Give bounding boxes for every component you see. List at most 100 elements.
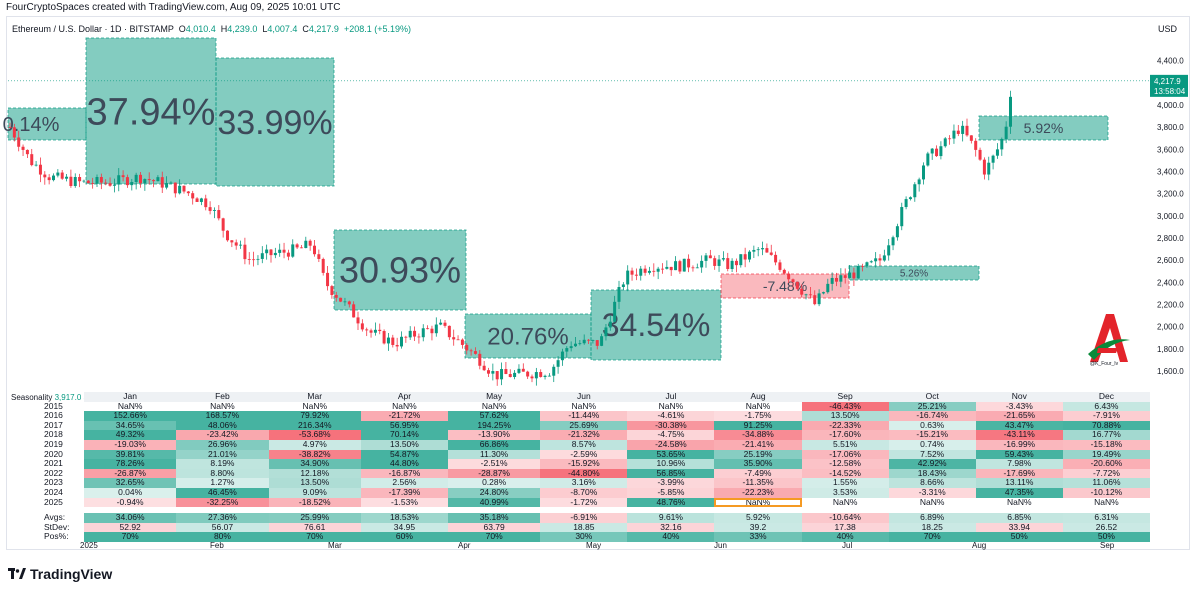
open-value: 4,010.4 xyxy=(185,24,216,34)
seasonality-cell: NaN% xyxy=(888,497,976,508)
candle-body xyxy=(473,351,477,354)
candle-body xyxy=(169,182,173,184)
candle-body xyxy=(530,376,534,379)
price-tick-label[interactable]: 2,800.0 xyxy=(1157,234,1184,243)
time-tick-label[interactable]: Mar xyxy=(328,541,342,550)
candle-body xyxy=(839,275,843,282)
candle-body xyxy=(217,210,221,219)
candle-body xyxy=(317,254,321,259)
seasonality-cell: 70% xyxy=(268,532,361,542)
seasonality-cell: 39.81% xyxy=(84,449,177,460)
time-tick-label[interactable]: Jul xyxy=(842,541,852,550)
candle-body xyxy=(634,274,638,276)
candle-body xyxy=(134,174,138,183)
seasonality-cell: 11.30% xyxy=(447,449,541,460)
price-tick-label[interactable]: 3,600.0 xyxy=(1157,145,1184,154)
symbol-name[interactable]: Ethereum / U.S. Dollar · 1D · BITSTAMP xyxy=(12,24,174,34)
candle-body xyxy=(865,262,869,267)
seasonality-cell: 25.19% xyxy=(714,449,802,460)
seasonality-cell: -23.42% xyxy=(176,430,269,440)
seasonality-cell: 70% xyxy=(84,532,177,542)
candle-body xyxy=(826,283,830,293)
price-tick-label[interactable]: 3,200.0 xyxy=(1157,190,1184,199)
price-tick-label[interactable]: 2,600.0 xyxy=(1157,256,1184,265)
price-tick-label[interactable]: 2,200.0 xyxy=(1157,300,1184,309)
seasonality-cell: -7.91% xyxy=(1062,411,1150,421)
seasonality-cell: NaN% xyxy=(84,401,177,412)
price-tick-label[interactable]: 2,400.0 xyxy=(1157,278,1184,287)
candle-body xyxy=(930,148,934,154)
candle-body xyxy=(787,273,791,280)
candle-body xyxy=(682,258,686,272)
seasonality-cell: 216.34% xyxy=(268,420,361,431)
seasonality-year-row: 2018 49.32% -23.42% -53.68% 70.14% -13.90% -21… xyxy=(8,430,1150,440)
price-tick-label[interactable]: 4,000.0 xyxy=(1157,101,1184,110)
seasonality-cell: 49.32% xyxy=(84,430,177,440)
candle-body xyxy=(578,343,582,345)
currency-label[interactable]: USD xyxy=(1158,24,1178,34)
candle-body xyxy=(521,368,525,372)
seasonality-summary-row: StDev: 52.92 56.07 76.61 34.95 63.79 18.85 32.1… xyxy=(8,522,1150,533)
candle-body xyxy=(465,344,469,351)
seasonality-cell: -22.23% xyxy=(714,487,802,498)
candle-body xyxy=(904,199,908,208)
candle-body xyxy=(147,179,151,181)
seasonality-row-label: 2019 xyxy=(44,438,63,449)
price-tick-label[interactable]: 3,000.0 xyxy=(1157,212,1184,221)
candle-body xyxy=(182,185,186,192)
candle-body xyxy=(186,191,190,194)
seasonality-year-row: 2017 34.65% 48.06% 216.34% 56.95% 194.25% 25.6… xyxy=(8,420,1150,431)
seasonality-cell: -38.82% xyxy=(268,449,361,460)
candle-body xyxy=(360,323,364,330)
seasonality-cell: -15.92% xyxy=(540,459,628,469)
candle-body xyxy=(621,284,625,288)
candle-body xyxy=(695,267,699,269)
seasonality-year-row: 2024 0.04% 46.45% 9.09% -17.39% 24.80% -8.70% -… xyxy=(8,487,1150,498)
seasonality-cell: -21.65% xyxy=(975,411,1063,421)
candle-body xyxy=(487,370,490,374)
price-tick-label[interactable]: 1,800.0 xyxy=(1157,345,1184,354)
candle-body xyxy=(426,328,430,330)
candle-body xyxy=(817,293,821,305)
candle-body xyxy=(926,153,930,166)
price-tick-label[interactable]: 2,000.0 xyxy=(1157,323,1184,332)
seasonality-cell: 39.2 xyxy=(714,522,802,533)
seasonality-cell: 52.92 xyxy=(84,522,177,533)
time-tick-label[interactable]: 2025 xyxy=(80,541,98,550)
seasonality-cell: 59.43% xyxy=(975,449,1063,460)
time-axis[interactable]: 2025 Feb Mar Apr May Jun Jul Aug Sep xyxy=(80,541,1115,550)
price-tick-label[interactable]: 3,800.0 xyxy=(1157,123,1184,132)
candle-body xyxy=(443,322,447,326)
time-tick-label[interactable]: Apr xyxy=(458,541,471,550)
candle-body xyxy=(121,175,125,178)
symbol-legend[interactable]: Ethereum / U.S. Dollar · 1D · BITSTAMP O… xyxy=(12,24,411,34)
open-label: O xyxy=(178,24,186,34)
seasonality-cell: 6.31% xyxy=(1062,513,1150,523)
candle-body xyxy=(334,294,338,298)
candle-body xyxy=(191,193,195,199)
tradingview-logo[interactable]: TradingView xyxy=(8,566,112,582)
candle-body xyxy=(504,369,508,375)
price-tick-label[interactable]: 4,400.0 xyxy=(1157,57,1184,66)
candle-body xyxy=(795,282,799,289)
price-tick-label[interactable]: 3,400.0 xyxy=(1157,167,1184,176)
seasonality-month-header: Sep xyxy=(801,391,889,402)
candle-body xyxy=(978,149,982,160)
last-price-tag xyxy=(1150,74,1188,97)
candle-body xyxy=(452,337,456,340)
seasonality-row-label: 2021 xyxy=(44,458,63,469)
price-axis[interactable]: 4,400.0 4,000.0 3,800.0 3,600.0 3,400.0 3,200… xyxy=(1150,57,1188,376)
seasonality-cell: 1.55% xyxy=(801,478,889,488)
time-tick-label[interactable]: Feb xyxy=(210,541,224,550)
time-tick-label[interactable]: Jun xyxy=(714,541,727,550)
time-tick-label[interactable]: May xyxy=(586,541,601,550)
candle-body xyxy=(221,218,225,231)
price-tick-label[interactable]: 1,600.0 xyxy=(1157,367,1184,376)
candle-body xyxy=(752,249,756,252)
seasonality-cell: 42.92% xyxy=(888,459,976,469)
time-tick-label[interactable]: Aug xyxy=(972,541,986,550)
time-tick-label[interactable]: Sep xyxy=(1100,541,1115,550)
candle-body xyxy=(25,149,29,155)
seasonality-cell: 1.27% xyxy=(176,478,269,488)
